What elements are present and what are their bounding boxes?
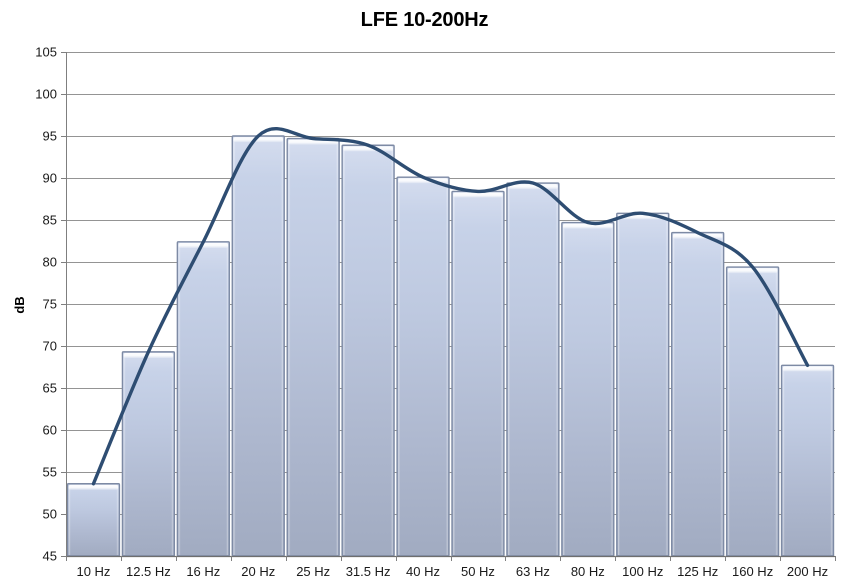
x-tick-label: 100 Hz: [622, 564, 663, 579]
bar: [231, 135, 285, 557]
bar-bevel-left: [398, 180, 401, 555]
bar-bevel-top: [343, 146, 393, 152]
y-tick-label: 105: [35, 45, 57, 60]
bar-bevel-left: [453, 194, 456, 555]
bar-bevel-right: [116, 486, 119, 555]
y-tick-label: 90: [43, 171, 57, 186]
bar-bevel-top: [782, 366, 833, 372]
bar: [176, 241, 230, 557]
bar-rect: [341, 144, 395, 557]
bar-rect: [121, 351, 176, 557]
bar-bevel-left: [508, 186, 511, 556]
x-tick-label: 200 Hz: [787, 564, 828, 579]
y-tick-label: 65: [43, 381, 57, 396]
x-tick-label: 125 Hz: [677, 564, 718, 579]
bar-bevel-right: [281, 139, 284, 555]
bar-bevel-right: [226, 244, 229, 555]
y-tick-label: 55: [43, 465, 57, 480]
bar-bevel-top: [68, 484, 119, 490]
bar-rect: [616, 212, 670, 557]
bar-bevel-top: [563, 223, 613, 229]
bar-bevel-right: [775, 270, 778, 555]
bar-bevel-right: [335, 141, 338, 555]
bar-bevel-top: [233, 137, 284, 143]
x-tick-label: 50 Hz: [461, 564, 495, 579]
bar-rect: [66, 483, 121, 557]
bar-bevel-left: [68, 486, 71, 555]
y-tick-label: 70: [43, 339, 57, 354]
bar: [286, 137, 340, 557]
bar-bevel-left: [727, 270, 730, 555]
bar-rect: [286, 137, 340, 557]
bar: [725, 266, 780, 557]
bar-rect: [561, 221, 615, 557]
bar: [66, 483, 121, 557]
x-tick-label: 12.5 Hz: [126, 564, 171, 579]
bar-bevel-left: [563, 225, 566, 555]
bar: [506, 182, 560, 557]
bar-bevel-right: [720, 235, 723, 555]
bar-bevel-left: [617, 216, 620, 555]
bar-bevel-left: [123, 354, 126, 555]
bar-rect: [176, 241, 230, 557]
bar: [671, 231, 725, 557]
chart-title: LFE 10-200Hz: [360, 9, 489, 31]
x-tick-label: 10 Hz: [76, 564, 110, 579]
x-tick-label: 31.5 Hz: [346, 564, 391, 579]
bar-rect: [451, 190, 505, 557]
bar-bevel-right: [500, 194, 503, 555]
bar-rect: [671, 231, 725, 557]
y-tick-label: 80: [43, 255, 57, 270]
bar-rect: [506, 182, 560, 557]
bar-rect: [725, 266, 780, 557]
y-tick-label: 85: [43, 213, 57, 228]
bar-bevel-left: [233, 139, 236, 555]
bar: [561, 221, 615, 557]
bar: [121, 351, 176, 557]
bar-bevel-right: [390, 148, 393, 556]
y-tick-label: 100: [35, 87, 57, 102]
x-tick-label: 40 Hz: [406, 564, 440, 579]
y-tick-label: 50: [43, 507, 57, 522]
y-tick-label: 95: [43, 129, 57, 144]
bar-bevel-left: [178, 244, 181, 555]
bar-bevel-top: [508, 184, 558, 190]
bar-rect: [780, 364, 835, 557]
bar-bevel-right: [171, 354, 174, 555]
bar: [396, 176, 450, 557]
line-series: [91, 126, 810, 486]
bar-bevel-right: [610, 225, 613, 555]
x-tick-label: 20 Hz: [241, 564, 275, 579]
bar-bevel-right: [830, 368, 833, 555]
x-tick-label: 63 Hz: [516, 564, 550, 579]
y-tick-label: 45: [43, 549, 57, 564]
bar-series: [66, 135, 835, 557]
x-tick-label: 80 Hz: [571, 564, 605, 579]
bar-rect: [231, 135, 285, 557]
bar: [780, 364, 835, 557]
x-tick-label: 16 Hz: [186, 564, 220, 579]
bar-rect: [396, 176, 450, 557]
y-tick-label: 60: [43, 423, 57, 438]
bar-bevel-right: [445, 180, 448, 555]
bar-bevel-left: [782, 368, 785, 555]
x-tick-label: 25 Hz: [296, 564, 330, 579]
bar-bevel-right: [555, 186, 558, 556]
bar-bevel-left: [343, 148, 346, 556]
bar: [616, 212, 670, 557]
bar-bevel-left: [288, 141, 291, 555]
bar-bevel-right: [665, 216, 668, 555]
bar-bevel-top: [727, 268, 778, 274]
x-tick-label: 160 Hz: [732, 564, 773, 579]
bar-bevel-top: [453, 192, 503, 198]
bar: [451, 190, 505, 557]
bar: [341, 144, 395, 557]
bar-bevel-left: [672, 235, 675, 555]
y-tick-label: 75: [43, 297, 57, 312]
